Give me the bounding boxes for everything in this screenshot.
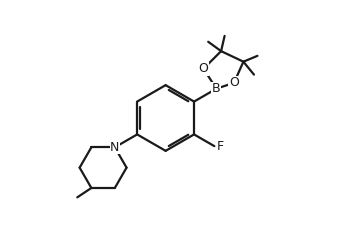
Text: F: F	[217, 140, 224, 153]
Text: O: O	[229, 76, 239, 89]
Text: B: B	[212, 82, 221, 95]
Text: N: N	[110, 141, 119, 154]
Text: O: O	[198, 62, 209, 75]
